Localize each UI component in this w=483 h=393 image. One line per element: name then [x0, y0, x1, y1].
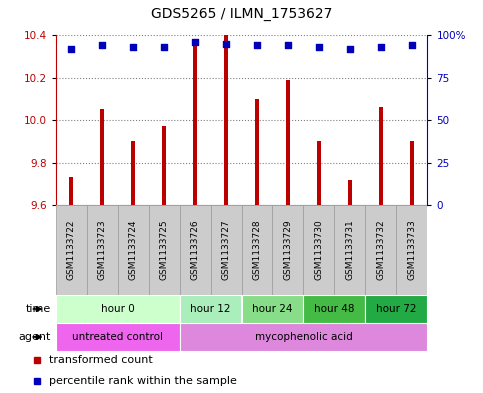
- Point: [222, 40, 230, 47]
- Text: time: time: [26, 304, 51, 314]
- Bar: [131, 141, 135, 205]
- Point: [191, 39, 199, 45]
- Bar: [366, 295, 427, 323]
- Text: GDS5265 / ILMN_1753627: GDS5265 / ILMN_1753627: [151, 7, 332, 21]
- Point: [346, 46, 354, 52]
- Bar: [272, 205, 303, 295]
- Bar: [242, 295, 303, 323]
- Bar: [149, 205, 180, 295]
- Text: untreated control: untreated control: [72, 332, 163, 342]
- Bar: [303, 295, 366, 323]
- Text: transformed count: transformed count: [49, 355, 153, 365]
- Bar: [224, 35, 228, 205]
- Text: GSM1133730: GSM1133730: [314, 220, 324, 280]
- Text: GSM1133729: GSM1133729: [284, 220, 293, 280]
- Point: [377, 44, 385, 50]
- Text: hour 0: hour 0: [100, 304, 134, 314]
- Text: GSM1133732: GSM1133732: [376, 220, 385, 280]
- Text: GSM1133723: GSM1133723: [98, 220, 107, 280]
- Text: GSM1133725: GSM1133725: [159, 220, 169, 280]
- Text: GSM1133727: GSM1133727: [222, 220, 230, 280]
- Point: [315, 44, 323, 50]
- Bar: [348, 180, 352, 205]
- Point: [253, 42, 261, 48]
- Point: [284, 42, 292, 48]
- Text: GSM1133724: GSM1133724: [128, 220, 138, 280]
- Bar: [99, 109, 104, 205]
- Bar: [56, 295, 180, 323]
- Bar: [56, 323, 180, 351]
- Bar: [180, 323, 427, 351]
- Bar: [69, 177, 73, 205]
- Bar: [162, 127, 166, 205]
- Point: [160, 44, 168, 50]
- Bar: [255, 99, 259, 205]
- Text: GSM1133728: GSM1133728: [253, 220, 261, 280]
- Bar: [56, 205, 86, 295]
- Bar: [366, 205, 397, 295]
- Text: hour 48: hour 48: [314, 304, 355, 314]
- Bar: [303, 205, 334, 295]
- Text: GSM1133726: GSM1133726: [190, 220, 199, 280]
- Bar: [397, 205, 427, 295]
- Text: GSM1133731: GSM1133731: [345, 220, 355, 280]
- Text: hour 24: hour 24: [252, 304, 293, 314]
- Bar: [86, 205, 117, 295]
- Text: hour 72: hour 72: [376, 304, 417, 314]
- Bar: [334, 205, 366, 295]
- Bar: [117, 205, 149, 295]
- Bar: [242, 205, 272, 295]
- Point: [129, 44, 137, 50]
- Text: GSM1133733: GSM1133733: [408, 220, 416, 280]
- Point: [408, 42, 416, 48]
- Bar: [285, 80, 290, 205]
- Bar: [211, 205, 242, 295]
- Bar: [317, 141, 321, 205]
- Point: [67, 46, 75, 52]
- Bar: [180, 205, 211, 295]
- Text: hour 12: hour 12: [190, 304, 231, 314]
- Bar: [193, 41, 198, 205]
- Text: percentile rank within the sample: percentile rank within the sample: [49, 376, 237, 386]
- Bar: [410, 141, 414, 205]
- Point: [98, 42, 106, 48]
- Bar: [180, 295, 242, 323]
- Text: mycophenolic acid: mycophenolic acid: [255, 332, 353, 342]
- Text: GSM1133722: GSM1133722: [67, 220, 75, 280]
- Text: agent: agent: [18, 332, 51, 342]
- Bar: [379, 107, 384, 205]
